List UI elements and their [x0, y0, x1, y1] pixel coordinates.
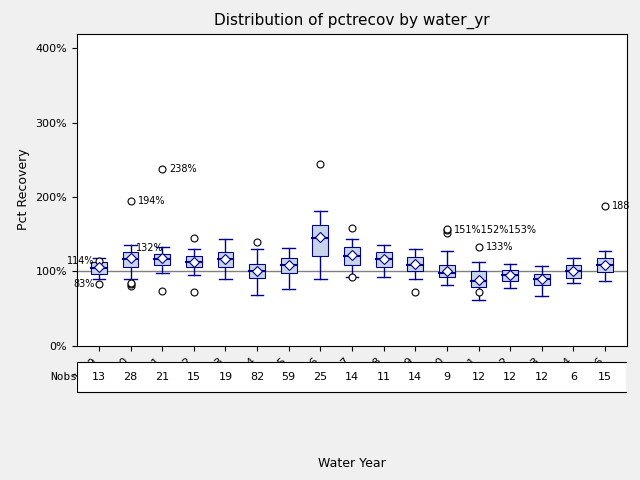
Text: 133%: 133%: [486, 242, 513, 252]
Text: 21: 21: [155, 372, 169, 382]
Text: 14: 14: [408, 372, 422, 382]
Bar: [123, 252, 138, 267]
Bar: [281, 258, 297, 273]
Text: 12: 12: [472, 372, 486, 382]
Bar: [376, 252, 392, 267]
Bar: [154, 254, 170, 265]
Text: 6: 6: [570, 372, 577, 382]
Text: 28: 28: [124, 372, 138, 382]
Text: 15: 15: [187, 372, 201, 382]
Bar: [249, 264, 265, 278]
Text: 114%: 114%: [67, 256, 95, 266]
Y-axis label: Pct Recovery: Pct Recovery: [17, 149, 30, 230]
Bar: [312, 225, 328, 256]
Text: 19: 19: [218, 372, 232, 382]
Text: 59: 59: [282, 372, 296, 382]
Text: 15: 15: [598, 372, 612, 382]
Text: 25: 25: [314, 372, 328, 382]
Bar: [91, 262, 107, 274]
Text: 12: 12: [503, 372, 517, 382]
Bar: [407, 257, 423, 271]
Bar: [218, 252, 234, 267]
Text: 188: 188: [612, 201, 630, 211]
Text: Nobs: Nobs: [50, 372, 77, 382]
Bar: [597, 258, 613, 272]
Text: 132%: 132%: [136, 242, 164, 252]
Bar: [566, 265, 581, 278]
Bar: [502, 270, 518, 281]
Text: 14: 14: [345, 372, 359, 382]
Bar: [344, 247, 360, 265]
Bar: [186, 256, 202, 267]
Title: Distribution of pctrecov by water_yr: Distribution of pctrecov by water_yr: [214, 13, 490, 29]
Text: 83%: 83%: [74, 279, 95, 289]
Text: 151%152%153%: 151%152%153%: [454, 226, 537, 236]
Bar: [439, 265, 455, 277]
Text: 9: 9: [444, 372, 451, 382]
Text: 12: 12: [535, 372, 549, 382]
Bar: [534, 274, 550, 285]
Text: Water Year: Water Year: [318, 457, 386, 470]
Bar: [470, 271, 486, 287]
Text: 82: 82: [250, 372, 264, 382]
Text: 11: 11: [376, 372, 390, 382]
Text: 238%: 238%: [169, 164, 196, 174]
Text: 194%: 194%: [138, 196, 165, 206]
Text: 13: 13: [92, 372, 106, 382]
